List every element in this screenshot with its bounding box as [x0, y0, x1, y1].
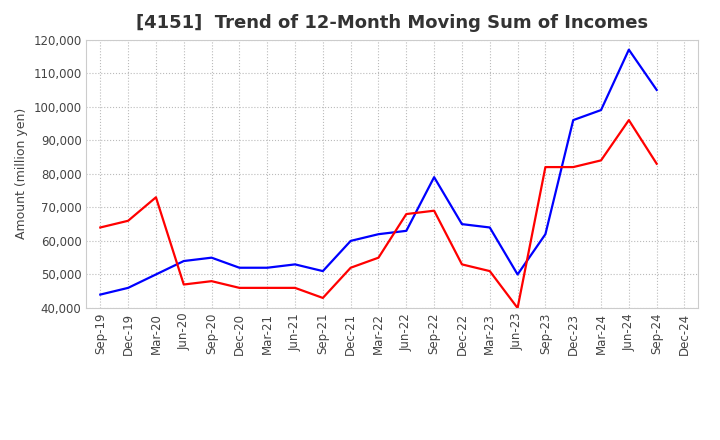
Net Income [291, 285, 300, 290]
Net Income [458, 262, 467, 267]
Net Income [96, 225, 104, 230]
Net Income [124, 218, 132, 224]
Net Income [485, 268, 494, 274]
Net Income [346, 265, 355, 270]
Line: Net Income: Net Income [100, 120, 657, 308]
Net Income [235, 285, 243, 290]
Ordinary Income [179, 258, 188, 264]
Ordinary Income [624, 47, 633, 52]
Net Income [541, 165, 550, 170]
Ordinary Income [318, 268, 327, 274]
Ordinary Income [402, 228, 410, 234]
Ordinary Income [346, 238, 355, 244]
Net Income [207, 279, 216, 284]
Ordinary Income [597, 107, 606, 113]
Net Income [263, 285, 271, 290]
Net Income [374, 255, 383, 260]
Net Income [318, 295, 327, 301]
Ordinary Income [207, 255, 216, 260]
Ordinary Income [569, 117, 577, 123]
Net Income [513, 305, 522, 311]
Ordinary Income [430, 175, 438, 180]
Ordinary Income [541, 231, 550, 237]
Ordinary Income [263, 265, 271, 270]
Net Income [430, 208, 438, 213]
Net Income [152, 194, 161, 200]
Ordinary Income [152, 272, 161, 277]
Ordinary Income [291, 262, 300, 267]
Net Income [624, 117, 633, 123]
Net Income [652, 161, 661, 166]
Y-axis label: Amount (million yen): Amount (million yen) [14, 108, 28, 239]
Line: Ordinary Income: Ordinary Income [100, 50, 657, 295]
Ordinary Income [235, 265, 243, 270]
Ordinary Income [485, 225, 494, 230]
Ordinary Income [458, 221, 467, 227]
Title: [4151]  Trend of 12-Month Moving Sum of Incomes: [4151] Trend of 12-Month Moving Sum of I… [136, 15, 649, 33]
Net Income [597, 158, 606, 163]
Ordinary Income [96, 292, 104, 297]
Ordinary Income [124, 285, 132, 290]
Ordinary Income [513, 272, 522, 277]
Net Income [179, 282, 188, 287]
Ordinary Income [652, 87, 661, 92]
Net Income [402, 211, 410, 216]
Ordinary Income [374, 231, 383, 237]
Net Income [569, 165, 577, 170]
